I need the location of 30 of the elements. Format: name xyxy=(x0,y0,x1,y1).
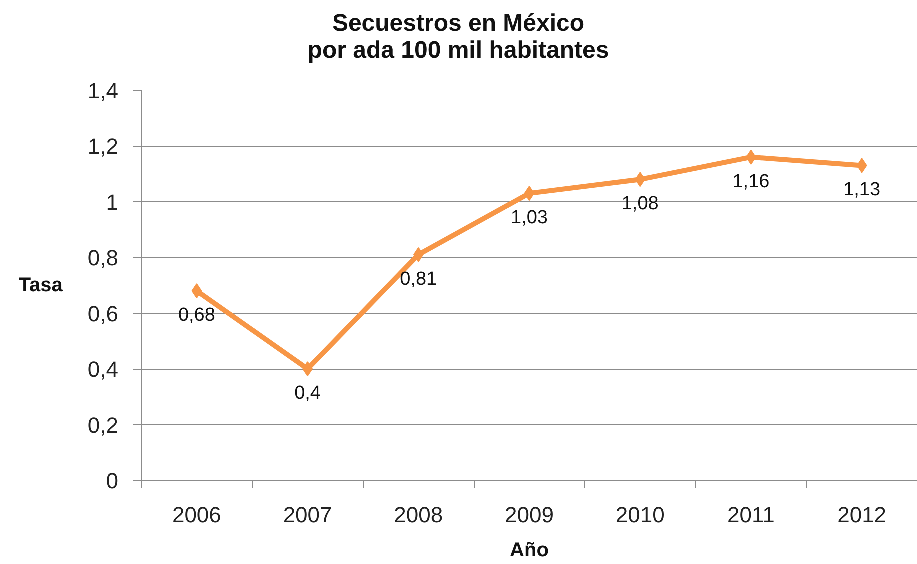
y-tick-label: 1 xyxy=(106,190,119,215)
x-tick-label: 2006 xyxy=(172,502,222,528)
x-tick-label: 2009 xyxy=(505,502,554,528)
data-label: 0,81 xyxy=(400,268,438,290)
data-label: 1,16 xyxy=(732,171,770,192)
point xyxy=(635,172,646,188)
y-tick-label: 0,8 xyxy=(88,246,119,271)
x-tick-label: 2008 xyxy=(394,502,444,528)
y-tick-label: 0 xyxy=(106,468,119,494)
x-tick-label: 2010 xyxy=(616,502,665,528)
data-label: 0,4 xyxy=(294,383,322,404)
x-tick-label: 2011 xyxy=(728,502,775,528)
x-axis-title: Año xyxy=(510,540,549,562)
data-label: 1,03 xyxy=(511,208,548,229)
y-tick-label: 1,2 xyxy=(88,134,119,160)
point xyxy=(413,247,424,262)
y-tick-label: 1,4 xyxy=(88,78,119,104)
point xyxy=(192,284,202,299)
data-label: 0,68 xyxy=(178,305,216,326)
data-label: 1,13 xyxy=(844,180,881,201)
x-tick-label: 2012 xyxy=(838,502,887,528)
point xyxy=(856,158,868,174)
x-tick-label: 2007 xyxy=(283,502,332,528)
y-tick-label: 0,6 xyxy=(88,301,119,326)
y-tick-label: 0,2 xyxy=(88,412,119,438)
point xyxy=(524,186,535,202)
y-axis-title: Tasa xyxy=(18,274,64,296)
chart-title: Secuestros en México por ada 100 mil habitantes xyxy=(308,10,610,64)
y-tick-label: 0,4 xyxy=(88,357,119,382)
data-label: 1,08 xyxy=(622,194,659,215)
